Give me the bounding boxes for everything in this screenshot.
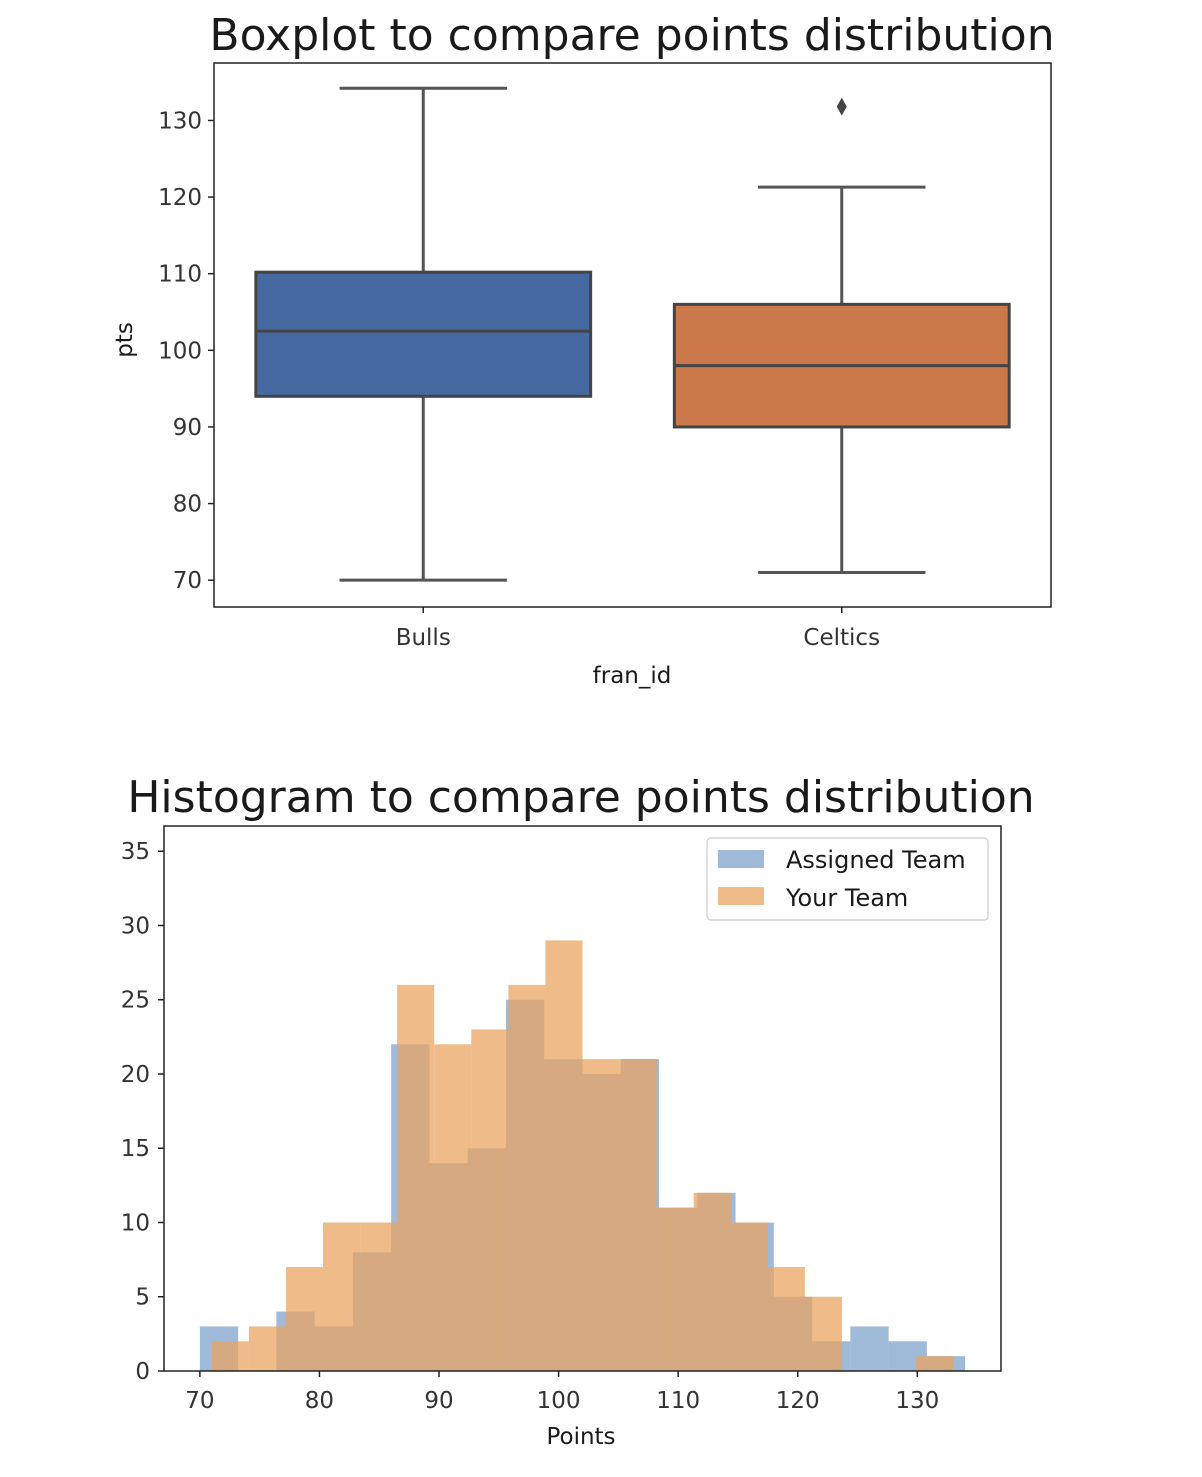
boxplot-panel: Boxplot to compare points distribution 7…	[112, 10, 1055, 689]
histogram-y-tick-label: 5	[135, 1285, 150, 1311]
boxplot-y-tick-label: 90	[173, 415, 202, 441]
boxplot-plot-area	[254, 86, 1011, 582]
histogram-x-tick-label: 120	[776, 1388, 820, 1414]
histogram-y-axis: 0 5 10 15 20 25 30 35	[121, 839, 164, 1385]
histogram-x-tick-label: 70	[185, 1388, 214, 1414]
boxplot-title: Boxplot to compare points distribution	[209, 10, 1054, 61]
histogram-x-tick-label: 130	[895, 1388, 939, 1414]
histogram-bar	[767, 1267, 805, 1371]
boxplot-y-tick-label: 80	[173, 492, 202, 518]
histogram-title: Histogram to compare points distribution	[127, 772, 1034, 823]
histogram-bar	[693, 1192, 731, 1371]
legend-swatch-assigned-team	[718, 850, 764, 868]
legend-swatch-your-team	[718, 887, 764, 905]
histogram-x-tick-label: 90	[424, 1388, 453, 1414]
histogram-bar	[285, 1267, 324, 1371]
histogram-bar	[471, 1029, 509, 1371]
boxplot-y-tick-label: 100	[158, 338, 202, 364]
box-outlier-point	[836, 97, 847, 116]
histogram-plot-area	[199, 940, 966, 1371]
histogram-bar	[730, 1222, 768, 1371]
histogram-bar	[211, 1341, 249, 1371]
legend-label-assigned-team: Assigned Team	[786, 846, 966, 874]
boxplot-y-tick-label: 110	[158, 262, 202, 288]
histogram-bar	[360, 1222, 398, 1371]
histogram-x-tick-label: 100	[537, 1388, 581, 1414]
boxplot-x-tick-label: Bulls	[396, 625, 451, 651]
boxplot-x-axis-label: fran_id	[593, 663, 672, 689]
histogram-bar	[397, 984, 435, 1371]
histogram-x-tick-label: 80	[305, 1388, 334, 1414]
histogram-y-tick-label: 20	[121, 1062, 150, 1088]
histogram-legend: Assigned Team Your Team	[706, 837, 989, 921]
histogram-panel: Histogram to compare points distribution…	[121, 772, 1035, 1450]
histogram-y-tick-label: 0	[135, 1359, 150, 1385]
boxplot-y-tick-label: 70	[173, 568, 202, 594]
histogram-bar	[323, 1222, 361, 1371]
histogram-x-axis: 70 80 90 100 110 120 130	[185, 1371, 939, 1414]
legend-frame	[706, 837, 989, 921]
histogram-bar	[582, 1059, 620, 1371]
histogram-bar	[248, 1326, 286, 1371]
histogram-y-tick-label: 15	[121, 1136, 150, 1162]
histogram-y-tick-label: 10	[121, 1210, 150, 1236]
histogram-frame	[163, 825, 1002, 1372]
histogram-bar	[850, 1326, 889, 1371]
histogram-bar	[804, 1296, 842, 1371]
boxplot-x-axis: Bulls Celtics	[396, 607, 880, 651]
histogram-x-tick-label: 110	[656, 1388, 700, 1414]
histogram-bar	[619, 1059, 657, 1371]
histogram-y-tick-label: 25	[121, 988, 150, 1014]
histogram-bar	[656, 1207, 694, 1371]
histogram-bar	[508, 984, 546, 1371]
histogram-bar	[434, 1044, 472, 1371]
histogram-bar	[545, 940, 583, 1371]
histogram-bar	[916, 1356, 954, 1371]
legend-label-your-team: Your Team	[785, 884, 908, 912]
histogram-y-tick-label: 30	[121, 913, 150, 939]
box-body	[254, 270, 593, 398]
boxplot-y-axis: 70 80 90 100 110 120 130	[158, 108, 214, 594]
boxplot-y-tick-label: 130	[158, 108, 202, 134]
histogram-series-your-team	[211, 940, 954, 1371]
boxplot-y-axis-label: pts	[112, 322, 138, 358]
boxplot-x-tick-label: Celtics	[803, 625, 880, 651]
boxplot-y-tick-label: 120	[158, 185, 202, 211]
histogram-y-tick-label: 35	[121, 839, 150, 865]
histogram-x-axis-label: Points	[546, 1424, 615, 1450]
boxplot-frame	[213, 62, 1052, 608]
